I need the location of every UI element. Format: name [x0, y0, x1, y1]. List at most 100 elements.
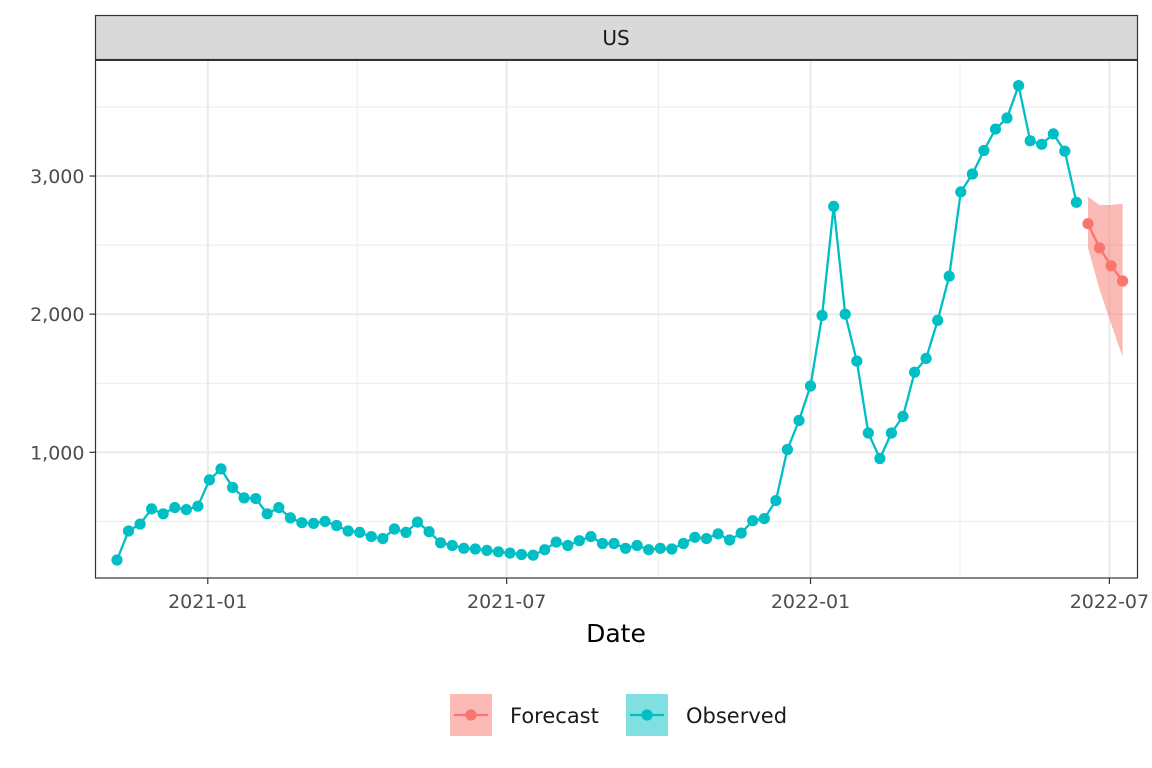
observed-point: [492, 546, 504, 558]
x-tick-label: 2022-07: [1070, 591, 1149, 613]
observed-point: [146, 503, 158, 515]
legend-item-observed: Observed: [626, 694, 787, 736]
observed-point: [562, 539, 574, 552]
observed-point: [331, 519, 343, 532]
observed-point: [920, 352, 932, 364]
observed-point: [1013, 80, 1025, 92]
x-tick-label: 2022-01: [771, 591, 850, 613]
observed-point: [273, 502, 285, 514]
observed-point: [1059, 145, 1071, 157]
observed-point: [620, 542, 632, 554]
observed-point: [966, 168, 979, 180]
observed-point: [238, 492, 250, 504]
observed-point: [157, 508, 169, 520]
observed-point: [1070, 196, 1082, 208]
observed-point: [227, 481, 239, 494]
observed-point: [377, 533, 389, 545]
observed-point: [481, 544, 493, 557]
observed-point: [1001, 112, 1013, 124]
observed-point: [319, 515, 331, 528]
observed-point: [458, 542, 470, 554]
x-tick-label: 2021-01: [168, 591, 247, 613]
forecast-point: [1082, 218, 1094, 230]
observed-point: [215, 463, 227, 475]
observed-point: [596, 537, 609, 550]
legend-label-observed: Observed: [686, 704, 787, 728]
legend-key-point: [465, 709, 477, 721]
observed-point: [735, 527, 747, 539]
forecast-point: [1117, 275, 1129, 287]
observed-point: [585, 531, 597, 543]
observed-point: [435, 537, 447, 549]
series-points: [111, 80, 1129, 566]
observed-point: [943, 270, 955, 282]
observed-point: [446, 539, 458, 552]
observed-point: [423, 526, 435, 538]
facet-strip: US: [94, 14, 1139, 61]
observed-point: [758, 513, 770, 525]
observed-point: [828, 200, 840, 212]
legend-key-point: [641, 709, 653, 721]
y-tick-label: 3,000: [30, 166, 84, 188]
observed-point: [296, 517, 308, 529]
observed-point: [250, 493, 262, 505]
observed-point: [781, 443, 794, 456]
observed-point: [677, 537, 690, 550]
observed-point: [203, 474, 215, 486]
facet-strip-box: [94, 14, 1139, 61]
observed-point: [504, 547, 516, 559]
major-gridlines: [95, 60, 1138, 578]
observed-point: [666, 543, 678, 555]
observed-point: [608, 537, 620, 550]
facet-strip-label: US: [602, 26, 629, 50]
observed-point: [1024, 135, 1036, 147]
observed-point: [747, 515, 759, 527]
observed-point: [978, 144, 990, 157]
observed-point: [539, 544, 551, 556]
observed-point: [400, 526, 412, 539]
legend: Forecast Observed: [450, 694, 787, 736]
forecast-point: [1105, 260, 1117, 272]
y-tick-label: 2,000: [30, 304, 84, 326]
observed-point: [885, 427, 898, 439]
observed-point: [122, 525, 135, 537]
observed-point: [1036, 138, 1048, 150]
observed-point: [169, 502, 181, 514]
observed-point: [261, 508, 273, 520]
observed-point: [932, 314, 944, 326]
observed-point: [989, 123, 1002, 135]
observed-point: [1047, 128, 1059, 140]
observed-point: [180, 504, 192, 516]
observed-point: [527, 549, 539, 561]
observed-point: [909, 366, 921, 378]
y-tick-label: 1,000: [30, 442, 84, 464]
observed-point: [804, 380, 817, 392]
observed-point: [284, 512, 296, 524]
observed-point: [793, 414, 805, 427]
forecast-point: [1093, 242, 1106, 254]
observed-point: [365, 531, 377, 543]
observed-point: [411, 516, 424, 528]
observed-point: [307, 517, 320, 530]
observed-point: [897, 410, 909, 422]
observed-point: [469, 543, 481, 555]
observed-point: [955, 186, 967, 198]
observed-point: [724, 534, 736, 546]
observed-point: [712, 528, 724, 540]
observed-point: [862, 427, 874, 439]
observed-point: [342, 525, 354, 537]
forecast-interval-ribbon: [1088, 196, 1123, 357]
observed-point: [573, 535, 585, 547]
observed-point: [700, 533, 713, 545]
observed-point: [851, 355, 863, 367]
legend-item-forecast: Forecast: [450, 694, 599, 736]
x-axis: 2021-01 2021-07 2022-01 2022-07: [168, 578, 1149, 613]
observed-point: [192, 500, 204, 512]
forecast-line: [1086, 223, 1124, 282]
observed-point: [134, 518, 146, 530]
observed-point: [654, 542, 666, 554]
minor-gridlines: [95, 60, 1138, 578]
observed-point: [816, 309, 828, 322]
